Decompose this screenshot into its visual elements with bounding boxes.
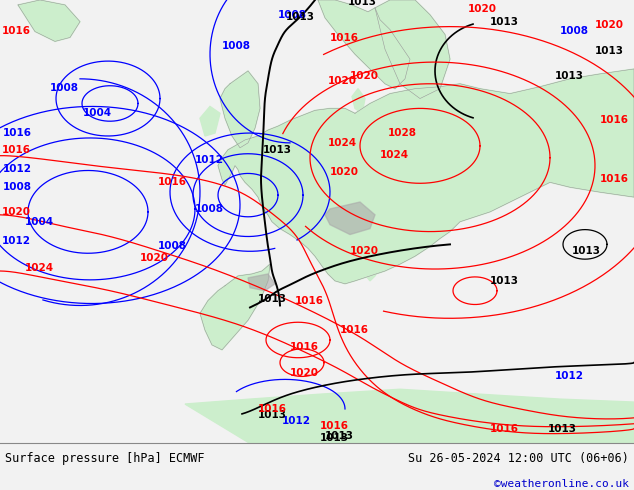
- Polygon shape: [18, 0, 80, 41]
- Text: 1016: 1016: [340, 325, 369, 335]
- Text: 1028: 1028: [388, 128, 417, 138]
- Text: Surface pressure [hPa] ECMWF: Surface pressure [hPa] ECMWF: [5, 452, 205, 465]
- Text: 1013: 1013: [263, 145, 292, 155]
- Text: 1016: 1016: [320, 421, 349, 431]
- Polygon shape: [200, 264, 270, 350]
- Polygon shape: [200, 106, 220, 136]
- Text: 1020: 1020: [290, 368, 319, 378]
- Text: 1008: 1008: [222, 41, 251, 51]
- Text: 1013: 1013: [258, 294, 287, 303]
- Polygon shape: [218, 69, 634, 284]
- Text: 1016: 1016: [600, 174, 629, 184]
- Text: 1020: 1020: [2, 207, 31, 217]
- Text: 1016: 1016: [600, 115, 629, 125]
- Text: 1013: 1013: [595, 46, 624, 56]
- Text: 1013: 1013: [490, 17, 519, 26]
- Text: 1013: 1013: [555, 71, 584, 81]
- Text: 1016: 1016: [330, 33, 359, 44]
- Text: 1013: 1013: [490, 276, 519, 286]
- Text: 1016: 1016: [2, 26, 31, 36]
- Text: 1012: 1012: [195, 155, 224, 165]
- Text: 1016: 1016: [290, 342, 319, 352]
- Text: 1012: 1012: [555, 371, 584, 381]
- Text: 1020: 1020: [140, 253, 169, 263]
- Text: 1020: 1020: [595, 20, 624, 29]
- Polygon shape: [220, 71, 260, 148]
- Text: 1008: 1008: [158, 241, 187, 251]
- Text: 1008: 1008: [50, 83, 79, 93]
- Polygon shape: [185, 389, 634, 443]
- Text: 1008: 1008: [278, 10, 307, 20]
- Text: 1016: 1016: [258, 404, 287, 414]
- Polygon shape: [325, 202, 375, 235]
- Text: 1016: 1016: [295, 295, 324, 306]
- Text: 1020: 1020: [468, 4, 497, 14]
- Text: 1024: 1024: [380, 149, 409, 160]
- Text: 1024: 1024: [328, 138, 357, 148]
- Text: 1016: 1016: [490, 424, 519, 434]
- Text: 1013: 1013: [258, 410, 287, 420]
- Text: ©weatheronline.co.uk: ©weatheronline.co.uk: [494, 479, 629, 490]
- Polygon shape: [248, 274, 275, 291]
- Text: 1004: 1004: [25, 217, 54, 227]
- Polygon shape: [352, 89, 365, 113]
- Text: 1012: 1012: [2, 236, 31, 246]
- Text: 1013: 1013: [548, 424, 577, 434]
- Text: 1020: 1020: [350, 246, 379, 256]
- Polygon shape: [375, 0, 450, 98]
- Text: 1013: 1013: [572, 246, 601, 256]
- Text: 1008: 1008: [560, 26, 589, 36]
- Text: 1016: 1016: [2, 145, 31, 155]
- Text: 1024: 1024: [25, 263, 54, 273]
- Text: Su 26-05-2024 12:00 UTC (06+06): Su 26-05-2024 12:00 UTC (06+06): [408, 452, 629, 465]
- Text: 1012: 1012: [3, 165, 32, 174]
- Text: 1012: 1012: [282, 416, 311, 426]
- Text: 1013: 1013: [286, 12, 315, 22]
- Text: 1008: 1008: [3, 182, 32, 192]
- Text: 1008: 1008: [195, 204, 224, 214]
- Text: 1013: 1013: [320, 434, 349, 443]
- Polygon shape: [358, 227, 385, 281]
- Text: 1013: 1013: [325, 431, 354, 441]
- Text: 1020: 1020: [350, 71, 379, 81]
- Text: 1020: 1020: [328, 76, 357, 86]
- Text: 1004: 1004: [83, 108, 112, 118]
- Text: 1016: 1016: [3, 128, 32, 138]
- Text: 1020: 1020: [330, 168, 359, 177]
- Text: 1013: 1013: [348, 0, 377, 7]
- Polygon shape: [318, 0, 410, 89]
- Text: 1016: 1016: [158, 177, 187, 187]
